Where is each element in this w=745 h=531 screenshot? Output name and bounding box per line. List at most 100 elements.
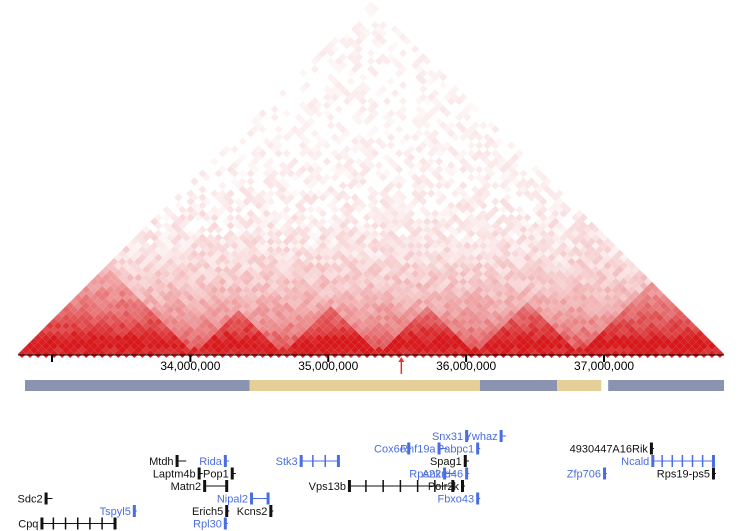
heatmap-cell [90, 277, 99, 286]
heatmap-cell [395, 69, 404, 78]
heatmap-cell [230, 321, 239, 330]
heatmap-cell [282, 285, 291, 294]
heatmap-cell [358, 33, 367, 42]
heatmap-cell [575, 281, 584, 290]
heatmap-cell [202, 173, 211, 182]
heatmap-cell [515, 189, 524, 198]
heatmap-cell [218, 277, 227, 286]
heatmap-cell [467, 125, 476, 134]
heatmap-cell [302, 249, 311, 258]
heatmap-cell [190, 257, 199, 266]
gene-label: Ncald [621, 456, 649, 468]
gene-rida: Rida [199, 455, 229, 468]
heatmap-cell [234, 285, 243, 294]
heatmap-cell [383, 249, 392, 258]
heatmap-cell [507, 141, 516, 150]
heatmap-cell [194, 205, 203, 214]
heatmap-cell [471, 313, 480, 322]
heatmap-cell [214, 265, 223, 274]
heatmap-cell [338, 285, 347, 294]
heatmap-cell [146, 309, 155, 318]
heatmap-cell [507, 301, 516, 310]
heatmap-cell [338, 61, 347, 70]
heatmap-cell [162, 237, 171, 246]
heatmap-cell [302, 345, 311, 354]
heatmap-cell [346, 69, 355, 78]
heatmap-cell [234, 253, 243, 262]
heatmap-cell [222, 289, 231, 298]
heatmap-cell [551, 225, 560, 234]
heatmap-cell [683, 341, 692, 350]
heatmap-cell [226, 205, 235, 214]
heatmap-cell [342, 153, 351, 162]
heatmap-cell [415, 73, 424, 82]
heatmap-cell [350, 233, 359, 242]
heatmap-cell [443, 141, 452, 150]
heatmap-cell [122, 253, 131, 262]
heatmap-cell [330, 85, 339, 94]
heatmap-cell [186, 317, 195, 326]
heatmap-cell [539, 213, 548, 222]
heatmap-cell [435, 245, 444, 254]
heatmap-cell [479, 313, 488, 322]
heatmap-cell [274, 133, 283, 142]
heatmap-cell [358, 345, 367, 354]
heatmap-cell [54, 321, 63, 330]
heatmap-cell [471, 289, 480, 298]
heatmap-cell [371, 253, 380, 262]
heatmap-cell [631, 265, 640, 274]
heatmap-cell [178, 277, 187, 286]
heatmap-cell [447, 265, 456, 274]
heatmap-cell [226, 213, 235, 222]
heatmap-cell [270, 281, 279, 290]
heatmap-cell [595, 301, 604, 310]
heatmap-cell [226, 189, 235, 198]
heatmap-cell [575, 305, 584, 314]
heatmap-cell [419, 245, 428, 254]
heatmap-cell [250, 237, 259, 246]
heatmap-cell [346, 229, 355, 238]
gene-label: Ankrd46 [422, 469, 463, 481]
heatmap-cell [302, 233, 311, 242]
heatmap-cell [551, 321, 560, 330]
heatmap-cell [491, 293, 500, 302]
heatmap-cell [387, 157, 396, 166]
heatmap-cell [218, 197, 227, 206]
heatmap-cell [383, 345, 392, 354]
heatmap-cell [250, 333, 259, 342]
heatmap-cell [270, 313, 279, 322]
heatmap-cell [310, 217, 319, 226]
heatmap-cell [503, 289, 512, 298]
heatmap-cell [395, 189, 404, 198]
heatmap-cell [383, 169, 392, 178]
heatmap-cell [423, 57, 432, 66]
heatmap-cell [611, 245, 620, 254]
heatmap-cell [178, 309, 187, 318]
gene-exon [223, 455, 227, 467]
heatmap-cell [250, 165, 259, 174]
heatmap-cell [142, 225, 151, 234]
heatmap-cell [306, 205, 315, 214]
heatmap-cell [399, 33, 408, 42]
heatmap-cell [435, 197, 444, 206]
heatmap-cell [403, 221, 412, 230]
heatmap-cell [90, 333, 99, 342]
heatmap-cell [427, 309, 436, 318]
gene-label: Zfp706 [567, 469, 601, 481]
heatmap-cell [354, 45, 363, 54]
heatmap-cell [230, 169, 239, 178]
heatmap-cell [202, 341, 211, 350]
heatmap-cell [130, 333, 139, 342]
gene-exon [101, 517, 103, 530]
heatmap-cell [242, 253, 251, 262]
heatmap-cell [190, 281, 199, 290]
heatmap-cell [479, 153, 488, 162]
heatmap-cell [475, 141, 484, 150]
heatmap-cell [158, 329, 167, 338]
heatmap-cell [342, 97, 351, 106]
heatmap-cell [479, 241, 488, 250]
compartment-b [557, 380, 602, 391]
heatmap-cell [683, 333, 692, 342]
heatmap-cell [162, 349, 171, 359]
heatmap-cell [130, 261, 139, 270]
